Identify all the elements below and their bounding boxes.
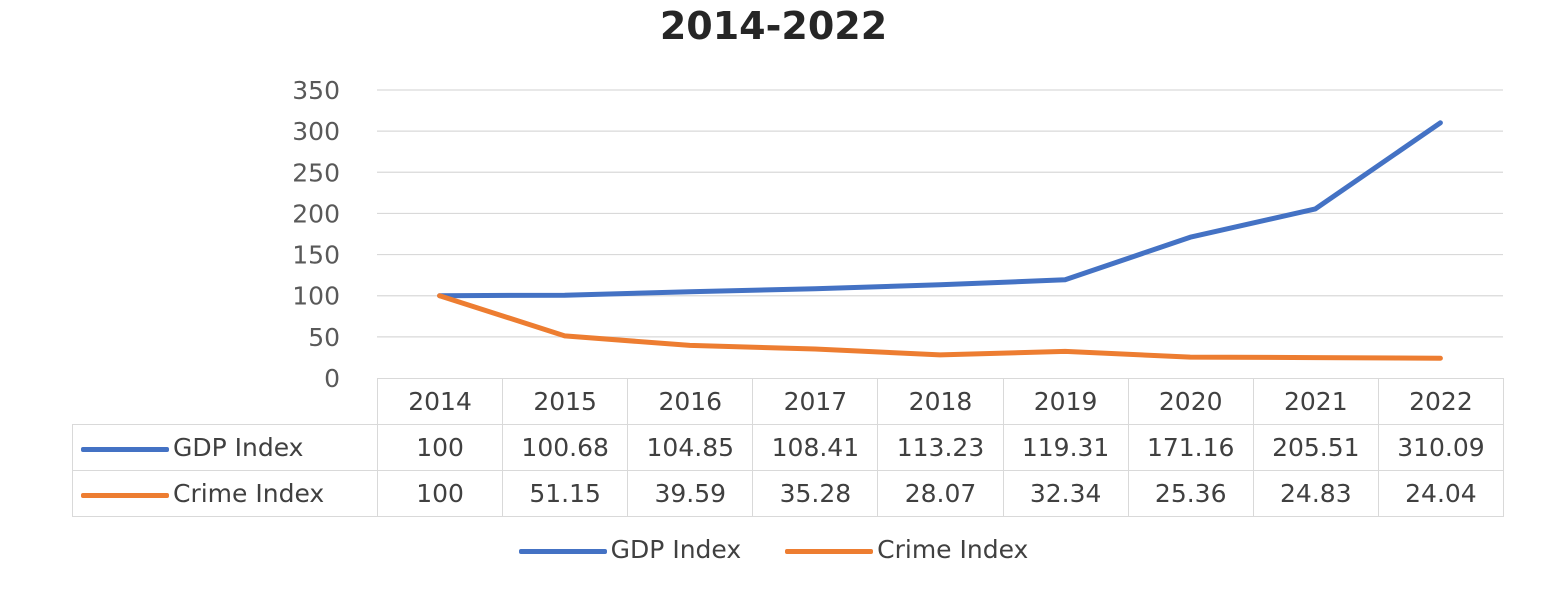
data-label: 205.51 [1252,424,1379,471]
data-label: 100 [376,424,504,471]
legend-swatch [518,548,607,554]
series-swatch [81,446,169,452]
data-label: 39.59 [627,470,754,517]
y-tick-label: 200 [292,199,340,228]
legend-item: Crime Index [785,535,1028,564]
gridlines [377,89,1503,338]
x-tick-label: 2015 [502,378,629,425]
data-label: 25.36 [1127,470,1254,517]
series-name: GDP Index [173,433,304,462]
y-tick-label: 50 [308,323,340,352]
data-label: 310.09 [1377,424,1504,471]
data-label: 28.07 [877,470,1004,517]
data-label: 171.16 [1127,424,1254,471]
x-tick-label: 2016 [627,378,754,425]
y-tick-label: 300 [292,117,340,146]
legend: GDP Index Crime Index [0,535,1547,564]
table-row: GDP Index 100 100.68 104.85 108.41 113.23 119.… [72,424,1504,471]
legend-swatch [785,548,874,554]
series-label: GDP Index [72,424,378,471]
data-label: 35.28 [752,470,879,517]
x-tick-label: 2014 [376,378,504,425]
data-label: 24.83 [1252,470,1379,517]
data-label: 100.68 [502,424,629,471]
series-line-1 [437,293,1443,361]
y-tick-label: 350 [292,76,340,105]
x-tick-label: 2018 [877,378,1004,425]
chart-title: 2014-2022 [659,4,888,48]
table-header-row: 2014 2015 2016 2017 2018 2019 2020 2021 2022 [72,378,1504,425]
x-tick-label: 2022 [1377,378,1504,425]
x-tick-label: 2019 [1002,378,1129,425]
data-label: 108.41 [752,424,879,471]
y-tick-label: 100 [292,282,340,311]
data-label: 119.31 [1002,424,1129,471]
data-label: 24.04 [1377,470,1504,517]
series-label: Crime Index [72,470,378,517]
legend-label: Crime Index [877,535,1029,564]
table-corner [72,378,378,425]
x-tick-label: 2017 [752,378,879,425]
y-tick-label: 150 [292,241,340,270]
x-tick-label: 2021 [1252,378,1379,425]
data-label: 113.23 [877,424,1004,471]
data-label: 104.85 [627,424,754,471]
data-table: 2014 2015 2016 2017 2018 2019 2020 2021 2022 GDP … [72,378,1504,517]
data-label: 51.15 [502,470,629,517]
legend-label: GDP Index [610,535,742,564]
series-swatch [81,492,169,498]
legend-item: GDP Index [518,535,742,564]
data-label: 32.34 [1002,470,1129,517]
data-label: 100 [376,470,504,517]
x-tick-label: 2020 [1127,378,1254,425]
table-row: Crime Index 100 51.15 39.59 35.28 28.07 32.34 2… [72,470,1504,517]
series-name: Crime Index [173,479,325,508]
y-tick-label: 250 [292,158,340,187]
series-lines [437,120,1443,361]
series-line-0 [437,120,1443,299]
